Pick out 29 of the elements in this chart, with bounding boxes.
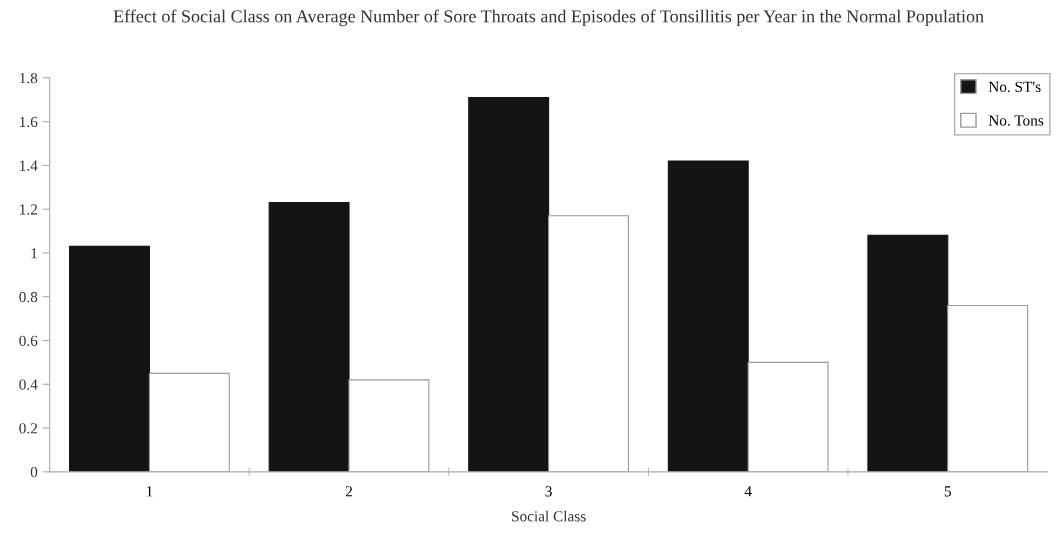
x-tick-label: 4	[744, 486, 752, 497]
bar	[867, 234, 949, 472]
y-tick-label: 1.4	[20, 160, 38, 171]
y-tick-label: 1	[31, 248, 37, 259]
y-tick-label: 0.2	[19, 423, 37, 434]
x-tick-label: 5	[944, 486, 951, 497]
y-tick-label: 1.6	[20, 116, 38, 128]
legend-label: No. ST's	[988, 81, 1041, 93]
y-tick-label: 1.2	[20, 204, 37, 215]
y-tick-label: 0.4	[19, 379, 38, 390]
x-tick-label: 1	[146, 486, 153, 497]
y-tick-label: 0	[30, 466, 38, 478]
y-tick-label: 0.6	[19, 335, 38, 347]
bar	[348, 379, 430, 472]
bar	[947, 304, 1029, 472]
bar	[548, 215, 629, 472]
bar	[468, 96, 550, 472]
x-tick-label: 3	[545, 486, 552, 497]
bar	[667, 160, 749, 472]
chart-title: Effect of Social Class on Average Number of Sore Throats and Episodes of Tonsillitis per Year in the Normal Population	[113, 9, 984, 27]
bar	[148, 372, 230, 472]
y-tick-label: 0.8	[19, 291, 38, 303]
bar	[69, 245, 150, 472]
y-tick-label: 1.8	[20, 72, 38, 84]
legend-label: No. Tons	[988, 115, 1044, 126]
bar	[268, 202, 350, 472]
bar	[747, 361, 829, 472]
x-tick-label: 2	[345, 486, 352, 497]
x-axis-title: Social Class	[512, 510, 586, 522]
